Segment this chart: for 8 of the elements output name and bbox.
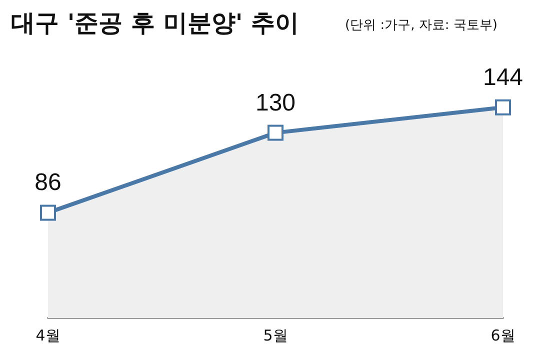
x-tick-label: 6월 [490,326,516,344]
data-label: 86 [34,169,62,196]
chart-title: 대구 '준공 후 미분양' 추이 [11,9,300,37]
x-tick-label: 5월 [263,326,288,344]
x-tick-label: 4월 [36,326,60,344]
chart-subtitle: (단위 :가구, 자료: 국토부) [345,18,498,33]
data-label: 130 [255,89,296,116]
data-label: 144 [482,64,524,91]
